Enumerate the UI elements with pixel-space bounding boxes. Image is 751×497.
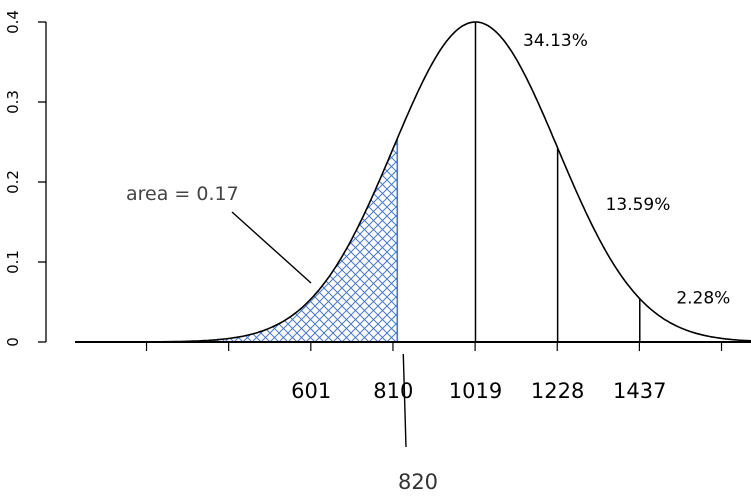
x-tick-label: 810 [373, 379, 413, 403]
area-pointer-line [231, 211, 312, 284]
percent-label: 34.13% [523, 31, 588, 51]
y-tick-label: 0.4 [4, 10, 22, 34]
y-tick-label: 0.2 [4, 170, 22, 194]
x-tick-label: 1019 [449, 379, 502, 403]
y-tick-label: 0.1 [4, 250, 22, 274]
y-tick-label: 0 [4, 337, 22, 347]
x-tick-label: 601 [291, 379, 331, 403]
marker-pointer-line [402, 353, 407, 448]
density-curve [75, 21, 751, 343]
percent-label: 13.59% [606, 195, 671, 215]
area-label: area = 0.17 [126, 183, 239, 205]
x-tick-label: 1437 [613, 379, 666, 403]
y-tick-label: 0.3 [4, 90, 22, 114]
shaded-area [75, 138, 398, 342]
marker-label: 820 [398, 470, 438, 494]
x-tick-label: 1228 [531, 379, 584, 403]
percent-label: 2.28% [676, 289, 730, 309]
